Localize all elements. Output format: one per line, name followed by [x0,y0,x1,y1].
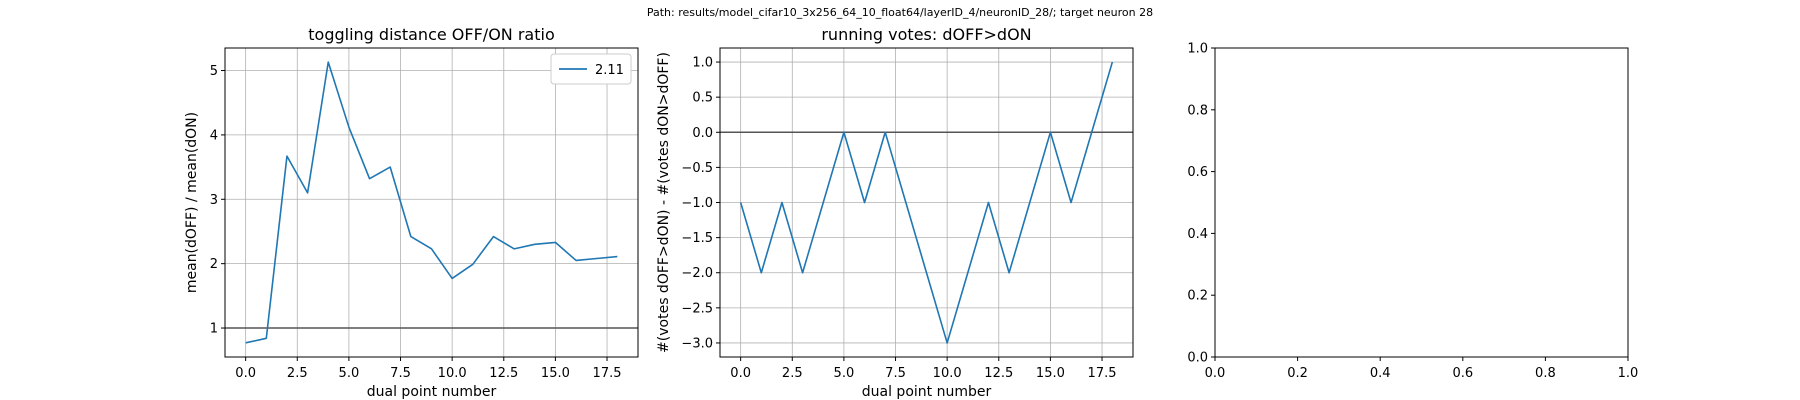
y-tick-label: 5 [210,64,218,79]
x-tick-label: 0.0 [730,366,751,381]
x-tick-label: 0.0 [1205,366,1226,381]
x-tick-label: 7.5 [885,366,906,381]
x-tick-label: 12.5 [489,366,518,381]
x-tick-label: 0.2 [1287,366,1308,381]
y-axis-label: mean(dOFF) / mean(dON) [184,112,200,293]
chart-panel-votes: 0.0 2.5 5.0 7.5 10.0 12.5 15.0 17.5 −3.0 −2.5 −2.0… [656,25,1134,400]
legend-box [550,53,632,85]
y-tick-label: −1.5 [681,231,713,246]
y-tick-label: 1.0 [1187,42,1208,57]
x-tick-label: 0.8 [1535,366,1556,381]
series-line-0 [245,61,618,344]
y-tick-label: 0.6 [1187,165,1208,180]
series-line-0 [739,61,1114,344]
y-tick-label: 3 [210,193,218,208]
x-tick-label: 7.5 [390,366,411,381]
chart-title: running votes: dOFF>dON [821,25,1031,44]
x-axis-label: dual point number [862,384,992,400]
x-tick-label: 10.0 [438,366,467,381]
page-title: Path: results/model_cifar10_3x256_64_10_… [646,6,1154,19]
x-tick-label: 0.0 [235,366,256,381]
x-tick-label: 15.0 [541,366,570,381]
y-tick-label: 0.4 [1187,227,1208,242]
chart-panel-empty: 0.0 0.2 0.4 0.6 0.8 1.0 0.0 0.2 0.4 0.6 0.8 1.0 [1187,42,1638,382]
y-tick-label: 2 [210,257,218,272]
y-tick-label: 4 [210,128,218,143]
x-tick-label: 10.0 [933,366,962,381]
x-tick-label: 5.0 [339,366,360,381]
x-tick-label: 1.0 [1618,366,1639,381]
x-axis-label: dual point number [367,384,497,400]
y-tick-label: −2.5 [681,301,713,316]
x-tick-label: 0.6 [1452,366,1473,381]
x-tick-label: 15.0 [1036,366,1065,381]
legend-label: 2.11 [595,63,624,78]
y-tick-label: −1.0 [681,196,713,211]
x-tick-label: 12.5 [984,366,1013,381]
y-axis-label: #(votes dOFF>dON) - #(votes dON>dOFF) [656,52,672,353]
chart-panel-ratio: 0.0 2.5 5.0 7.5 10.0 12.5 15.0 17.5 1 2 3 4 5 togglin… [184,25,639,400]
y-tick-label: 0.8 [1187,103,1208,118]
y-tick-label: 0.0 [1187,351,1208,366]
y-tick-label: 1 [210,322,218,337]
y-tick-label: 0.2 [1187,289,1208,304]
x-tick-label: 0.4 [1370,366,1391,381]
x-tick-label: 17.5 [593,366,622,381]
axes-frame [1214,47,1629,358]
x-tick-label: 2.5 [287,366,308,381]
x-tick-label: 17.5 [1088,366,1117,381]
chart-title: toggling distance OFF/ON ratio [308,25,554,44]
y-tick-label: 1.0 [692,56,713,71]
axes-frame [224,47,639,358]
x-tick-label: 2.5 [782,366,803,381]
y-tick-label: 0.5 [692,91,713,106]
y-tick-label: −3.0 [681,336,713,351]
x-tick-label: 5.0 [834,366,855,381]
y-tick-label: −2.0 [681,266,713,281]
y-tick-label: −0.5 [681,161,713,176]
y-tick-label: 0.0 [692,126,713,141]
